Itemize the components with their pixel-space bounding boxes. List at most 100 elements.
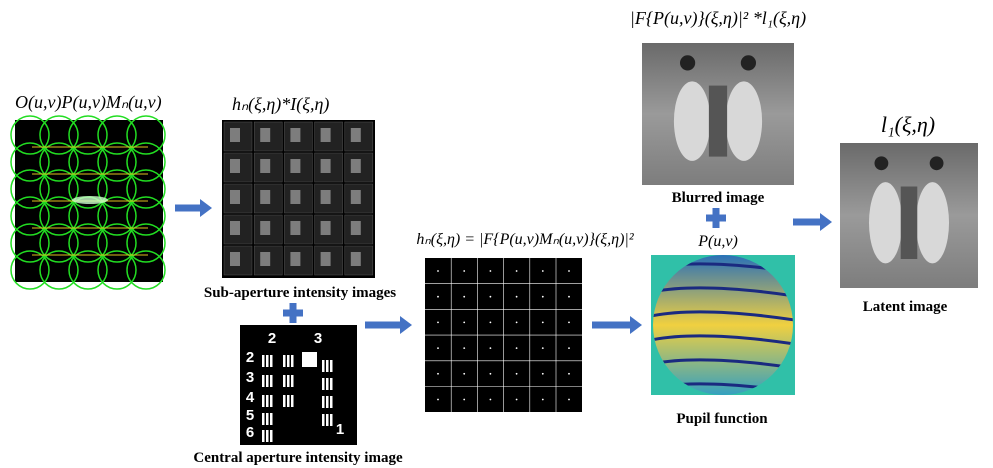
psf-dot (490, 270, 492, 272)
diagram: O(u,v)P(u,v)Mₙ(u,v) hₙ(ξ,η)*I(ξ,η) |F{P(… (0, 0, 993, 468)
bar-target (326, 360, 329, 372)
blurred-image-cheek (726, 81, 762, 161)
bar-target (270, 355, 273, 367)
bar-target (330, 360, 333, 372)
bar-target (283, 395, 286, 407)
sub-tile-bars (260, 190, 270, 204)
bar-target (262, 395, 265, 407)
psf-dot (542, 373, 544, 375)
psf-dot (542, 296, 544, 298)
sub-aperture-label: Sub-aperture intensity images (204, 285, 396, 301)
psf-dot (490, 347, 492, 349)
bar-target (266, 355, 269, 367)
bar-target (326, 414, 329, 426)
sub-tile-bars (351, 128, 361, 142)
sub-aperture-formula: hₙ(ξ,η)*I(ξ,η) (232, 94, 329, 115)
body: O(u,v)P(u,v)Mₙ(u,v) hₙ(ξ,η)*I(ξ,η) |F{P(… (0, 0, 993, 468)
psf-dot (542, 322, 544, 324)
sub-tile-bars (230, 190, 240, 204)
psf-dot (568, 347, 570, 349)
psf-dot (568, 322, 570, 324)
bar-target (330, 378, 333, 390)
blurred-image-nose (709, 86, 727, 157)
blurred-image-eye (741, 55, 756, 70)
chart-number: 3 (246, 369, 254, 386)
bar-target (283, 355, 286, 367)
psf-dot (463, 270, 465, 272)
psf-dot (463, 347, 465, 349)
latent-image-cheek (916, 182, 949, 263)
bar-target (326, 396, 329, 408)
psf-dot (516, 373, 518, 375)
psf-dot (568, 270, 570, 272)
sub-tile-bars (260, 252, 270, 266)
sub-tile-bars (290, 128, 300, 142)
latent-label: Latent image (863, 299, 948, 315)
bar-target (322, 396, 325, 408)
psf-dot (568, 373, 570, 375)
psf-dot (568, 296, 570, 298)
sub-tile-bars (290, 190, 300, 204)
psf-dot (463, 322, 465, 324)
bar-target (266, 413, 269, 425)
psf-dot (542, 347, 544, 349)
chart-number: 3 (314, 330, 322, 347)
psf-dot (490, 296, 492, 298)
psf-dot (437, 347, 439, 349)
sub-tile-bars (260, 128, 270, 142)
bar-target (270, 375, 273, 387)
pupil-formula: P(u,v) (697, 233, 738, 250)
sub-tile-bars (230, 159, 240, 173)
bar-target (287, 375, 290, 387)
object-formula: O(u,v)P(u,v)Mₙ(u,v) (15, 92, 162, 113)
sub-tile-bars (290, 252, 300, 266)
sub-tile-bars (321, 190, 331, 204)
bar-target (322, 378, 325, 390)
bar-target (266, 395, 269, 407)
psf-dot (516, 347, 518, 349)
blurred-label: Blurred image (672, 190, 765, 206)
sub-tile-bars (351, 159, 361, 173)
bar-target (262, 430, 265, 442)
psf-formula: hₙ(ξ,η) = |F{P(u,v)Mₙ(u,v)}(ξ,η)|² (416, 231, 634, 248)
blurred-image-eye (680, 55, 695, 70)
psf-dot (437, 373, 439, 375)
psf-dot (516, 322, 518, 324)
chart-number: 4 (246, 389, 255, 406)
psf-dot (463, 296, 465, 298)
sub-tile-bars (321, 159, 331, 173)
plus (713, 208, 720, 228)
psf-dot (490, 373, 492, 375)
sub-tile-bars (290, 159, 300, 173)
sub-tile-bars (230, 221, 240, 235)
psf-dot (516, 270, 518, 272)
arrow-head (820, 213, 832, 231)
sub-tile-bars (351, 221, 361, 235)
sub-tile-bars (321, 221, 331, 235)
bar-target (291, 395, 294, 407)
psf-dot (490, 399, 492, 401)
blurred-image-cheek (674, 81, 710, 161)
chart-number: 6 (246, 424, 254, 441)
psf-dot (463, 373, 465, 375)
arrow-head (630, 316, 642, 334)
bar-target (330, 414, 333, 426)
chart-number: 2 (246, 349, 254, 366)
bar-target (270, 413, 273, 425)
bar-target (266, 375, 269, 387)
sub-tile-bars (260, 159, 270, 173)
latent-image-nose (901, 187, 918, 260)
chart-number: 5 (246, 407, 254, 424)
sub-tile-bars (230, 252, 240, 266)
page: {"formulas": {"object": "O(u,v)P(u,v)Mₙ(… (0, 0, 993, 468)
bar-target (266, 430, 269, 442)
arrow-head (400, 316, 412, 334)
central-label: Central aperture intensity image (193, 450, 403, 466)
sub-tile-bars (290, 221, 300, 235)
bar-target (262, 355, 265, 367)
psf-dot (568, 399, 570, 401)
latent-image-cheek (869, 182, 902, 263)
pupil-label: Pupil function (676, 411, 768, 427)
bar-target (270, 430, 273, 442)
bar-target (262, 413, 265, 425)
